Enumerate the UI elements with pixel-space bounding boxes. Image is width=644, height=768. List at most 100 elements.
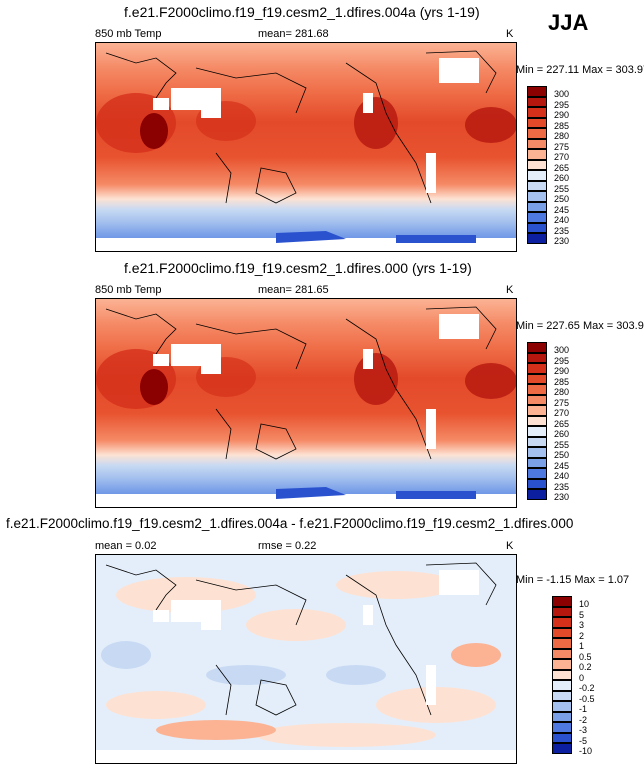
panel-1-scale-label: 300 xyxy=(554,89,570,99)
panel-2-variable-label: 850 mb Temp xyxy=(95,284,162,296)
panel-3-swatch-7 xyxy=(552,669,572,680)
panel-3-scale-label: 2 xyxy=(579,630,585,641)
panel-3-mean-label: mean = 0.02 xyxy=(95,540,157,552)
panel-1-scale-label: 275 xyxy=(554,141,570,152)
panel-2-swatch-9 xyxy=(527,436,547,447)
panel-1-scale-label: 285 xyxy=(554,120,570,131)
panel-3-scale-label: 3 xyxy=(579,620,585,630)
panel-1-scale-label: 245 xyxy=(554,204,570,215)
panel-2-scale-label: 245 xyxy=(554,460,570,471)
panel-2-swatch-14 xyxy=(527,489,547,500)
panel-2-scale-label: 300 xyxy=(554,345,570,355)
panel-2-scale-label: 275 xyxy=(554,397,570,408)
panel-1-scale-label: 270 xyxy=(554,152,570,162)
panel-1-swatch-0 xyxy=(527,86,547,97)
panel-2-swatch-13 xyxy=(527,478,547,489)
panel-3-swatch-12 xyxy=(552,722,572,733)
panel-1-swatch-3 xyxy=(527,117,547,128)
panel-3-scale-label: -3 xyxy=(579,725,588,735)
panel-1-scale-label: 265 xyxy=(554,162,570,173)
panel-1-scale-label: 235 xyxy=(554,225,570,236)
panel-1-colorbar: 300 295 290 285 280 275 270 265 260 255 … xyxy=(527,86,627,246)
panel-2-swatch-7 xyxy=(527,415,547,426)
panel-3-scale-label: 10 xyxy=(579,599,590,609)
panel-2-swatch-10 xyxy=(527,447,547,458)
panel-2-scale-label: 270 xyxy=(554,408,570,418)
panel-1-swatch-11 xyxy=(527,201,547,212)
panel-1-scale-label: 280 xyxy=(554,131,570,141)
panel-2-title: f.e21.F2000climo.f19_f19.cesm2_1.dfires.… xyxy=(124,260,472,276)
panel-2-scale-label: 255 xyxy=(554,439,570,450)
panel-3-swatch-2 xyxy=(552,617,572,628)
panel-1-swatch-5 xyxy=(527,138,547,149)
panel-3-swatch-4 xyxy=(552,638,572,649)
panel-3-swatch-0 xyxy=(552,596,572,607)
panel-2-swatch-8 xyxy=(527,426,547,437)
panel-1-swatch-12 xyxy=(527,212,547,223)
panel-1-scale-label: 295 xyxy=(554,99,570,110)
panel-2-scale-label: 235 xyxy=(554,481,570,492)
panel-1-swatch-10 xyxy=(527,191,547,202)
panel-2-swatch-2 xyxy=(527,363,547,374)
panel-3-scale-label: 5 xyxy=(579,609,585,620)
panel-3-scale-label: -2 xyxy=(579,714,588,725)
panel-1-scale-label: 290 xyxy=(554,110,570,120)
panel-2-scale-label: 285 xyxy=(554,376,570,387)
panel-1-mean-label: mean= 281.68 xyxy=(258,28,329,40)
panel-2-map xyxy=(95,298,517,508)
panel-3-minmax: Min = -1.15 Max = 1.07 xyxy=(516,574,630,586)
panel-2-scale-label: 290 xyxy=(554,366,570,376)
panel-3-rmse-label: rmse = 0.22 xyxy=(258,540,317,552)
panel-2-scale-label: 230 xyxy=(554,492,570,502)
panel-2-swatch-3 xyxy=(527,373,547,384)
panel-3-swatch-8 xyxy=(552,680,572,691)
panel-1-swatch-7 xyxy=(527,159,547,170)
panel-2-swatch-0 xyxy=(527,342,547,353)
panel-3-swatch-11 xyxy=(552,711,572,722)
panel-1-swatch-9 xyxy=(527,180,547,191)
panel-3-scale-label: 0.2 xyxy=(579,662,592,672)
panel-3-scale-label: 0.5 xyxy=(579,651,592,662)
panel-1-swatch-4 xyxy=(527,128,547,139)
panel-1-swatch-13 xyxy=(527,222,547,233)
panel-2-scale-label: 240 xyxy=(554,471,570,481)
panel-1-swatch-8 xyxy=(527,170,547,181)
panel-1-swatch-2 xyxy=(527,107,547,118)
panel-1-scale-label: 250 xyxy=(554,194,570,204)
panel-3-scale-label: -1 xyxy=(579,704,588,714)
panel-2-swatch-12 xyxy=(527,468,547,479)
panel-2-units: K xyxy=(506,284,514,296)
panel-3-swatch-13 xyxy=(552,732,572,743)
panel-1-minmax: Min = 227.11 Max = 303.97 xyxy=(516,64,644,76)
panel-2-mean-label: mean= 281.65 xyxy=(258,284,329,296)
panel-2-swatch-4 xyxy=(527,384,547,395)
panel-2-swatch-11 xyxy=(527,457,547,468)
panel-3-colorbar: 10 5 3 2 1 0.5 0.2 0 -0.2 -0.5 -1 -2 -3 … xyxy=(552,596,632,756)
panel-2-swatch-6 xyxy=(527,405,547,416)
panel-2-scale-label: 295 xyxy=(554,355,570,366)
panel-1-map xyxy=(95,42,517,252)
panel-1-swatch-1 xyxy=(527,96,547,107)
panel-1-scale-label: 260 xyxy=(554,173,570,183)
panel-2-colorbar: 300 295 290 285 280 275 270 265 260 255 … xyxy=(527,342,627,502)
panel-1-title: f.e21.F2000climo.f19_f19.cesm2_1.dfires.… xyxy=(124,4,480,20)
season-label: JJA xyxy=(548,10,589,35)
panel-3-scale-label: -0.2 xyxy=(579,683,595,693)
panel-1-swatch-6 xyxy=(527,149,547,160)
panel-3-scale-label: -10 xyxy=(579,746,593,756)
panel-3-scale-label: -5 xyxy=(579,735,588,746)
panel-1-units: K xyxy=(506,28,514,40)
panel-1-variable-label: 850 mb Temp xyxy=(95,28,162,40)
panel-1-swatch-14 xyxy=(527,233,547,244)
panel-2-scale-label: 250 xyxy=(554,450,570,460)
panel-3-swatch-10 xyxy=(552,701,572,712)
panel-2-scale-label: 280 xyxy=(554,387,570,397)
panel-3-swatch-6 xyxy=(552,659,572,670)
panel-2-scale-label: 265 xyxy=(554,418,570,429)
panel-3-scale-label: 1 xyxy=(579,641,585,651)
panel-3-swatch-1 xyxy=(552,606,572,617)
panel-3-scale-label: -0.5 xyxy=(579,693,595,704)
panel-1-scale-label: 255 xyxy=(554,183,570,194)
panel-2-minmax: Min = 227.65 Max = 303.97 xyxy=(516,320,644,332)
panel-2-swatch-1 xyxy=(527,352,547,363)
